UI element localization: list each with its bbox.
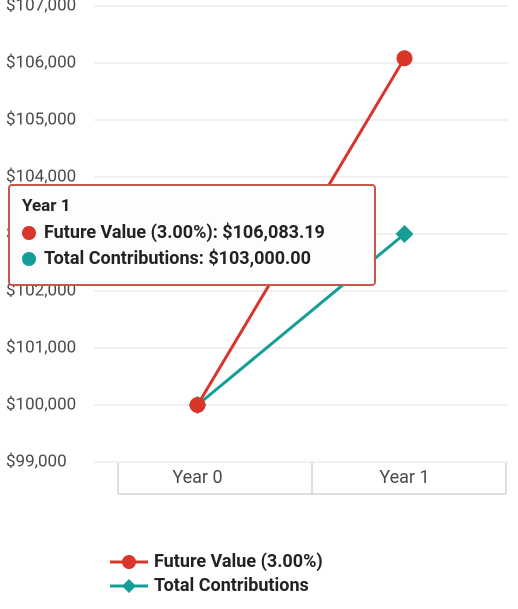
svg-text:$100,000: $100,000 [6, 394, 76, 414]
tooltip-row-total-contributions: Total Contributions: $103,000.00 [22, 246, 362, 272]
svg-text:Year 1: Year 1 [379, 467, 429, 488]
legend-swatch-future-value [110, 550, 148, 574]
legend-label-future-value: Future Value (3.00%) [154, 550, 323, 574]
tooltip-text-future-value: Future Value (3.00%): $106,083.19 [44, 220, 325, 246]
svg-text:Year 0: Year 0 [172, 467, 222, 488]
legend-swatch-total-contributions [110, 574, 148, 598]
tooltip-row-future-value: Future Value (3.00%): $106,083.19 [22, 220, 362, 246]
chart-tooltip: Year 1 Future Value (3.00%): $106,083.19… [8, 184, 376, 286]
legend-item-total-contributions[interactable]: Total Contributions [110, 574, 323, 598]
svg-text:$105,000: $105,000 [6, 109, 76, 129]
tooltip-title: Year 1 [22, 196, 362, 216]
svg-text:$107,000: $107,000 [6, 0, 76, 15]
chart-container: $99,000$100,000$101,000$102,000$103,000$… [0, 0, 518, 609]
svg-text:$99,000: $99,000 [6, 451, 67, 471]
chart-legend: Future Value (3.00%) Total Contributions [110, 550, 323, 598]
tooltip-marker-total-contributions [22, 252, 36, 266]
legend-item-future-value[interactable]: Future Value (3.00%) [110, 550, 323, 574]
legend-label-total-contributions: Total Contributions [154, 574, 309, 598]
svg-text:$106,000: $106,000 [6, 52, 76, 72]
svg-text:$101,000: $101,000 [6, 337, 76, 357]
tooltip-marker-future-value [22, 226, 36, 240]
tooltip-text-total-contributions: Total Contributions: $103,000.00 [44, 246, 311, 272]
